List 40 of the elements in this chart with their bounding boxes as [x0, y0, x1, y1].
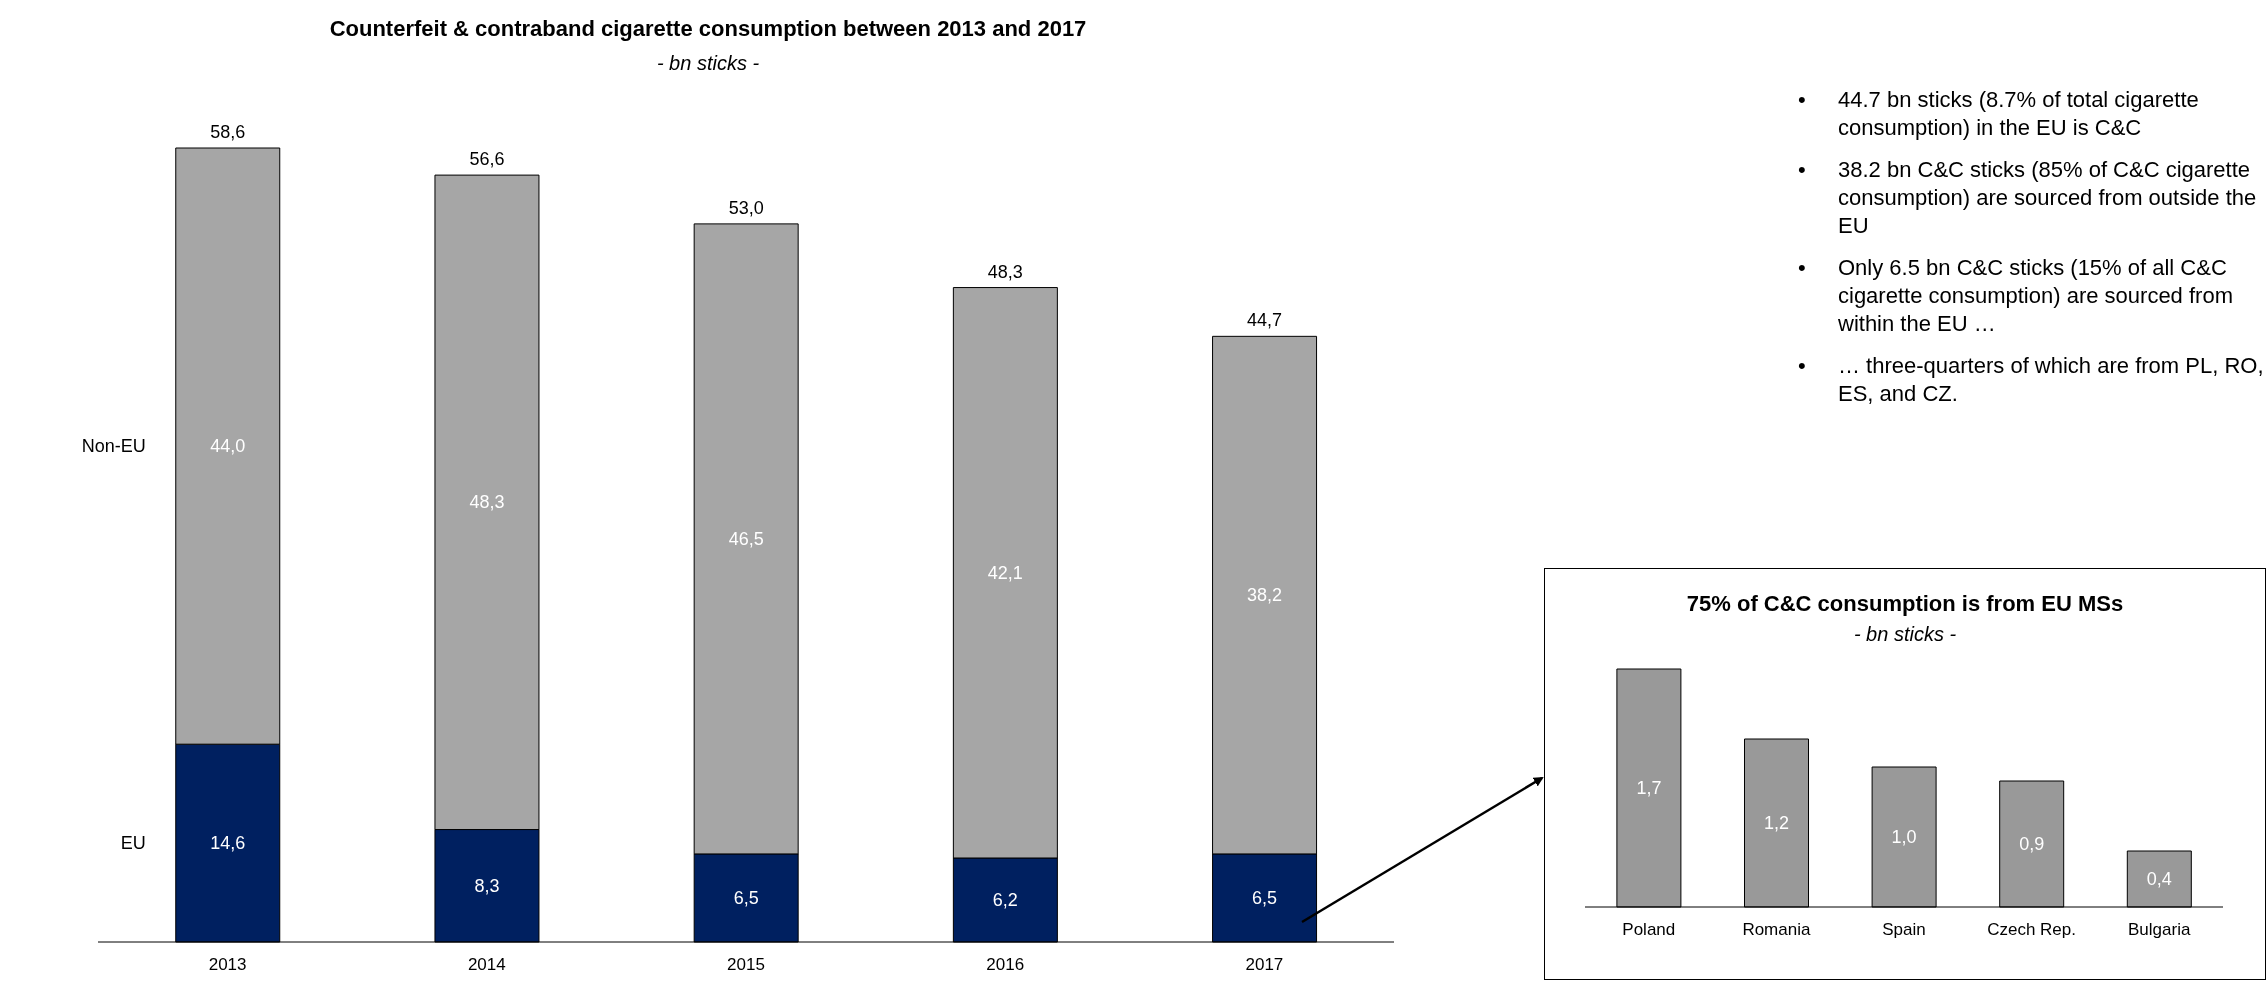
text: • 38.2 bn C&C sticks (85% of C&C cigarette consumption) are sourced from outside the EU	[1798, 157, 2258, 238]
chart-subtitle: - bn sticks -	[656, 52, 760, 74]
text: • Only 6.5 bn C&C sticks (15% of all C&C cigarette consumption) are sourced from within the EU …	[1798, 255, 2234, 336]
total-label: 48,3	[987, 261, 1023, 282]
x-tick-label: 2015	[727, 955, 765, 975]
total-label: 56,6	[469, 149, 505, 170]
chart-title: Counterfeit & contraband cigarette consumption between 2013 and 2017	[329, 16, 1087, 41]
text: • … three-quarters of which are from PL, RO, ES, and CZ.	[1798, 353, 2265, 406]
data-label: 0,9	[2019, 834, 2045, 854]
data-label: 1,0	[1891, 827, 1917, 847]
data-label: 46,5	[728, 528, 764, 549]
data-label: 6,2	[992, 890, 1018, 910]
data-label: 1,2	[1763, 813, 1790, 833]
chart-title: 75% of C&C consumption is from EU MSs	[1686, 591, 2124, 616]
chart-subtitle: - bn sticks -	[1853, 623, 1957, 645]
x-tick-label: 2014	[467, 955, 506, 975]
series-label: EU	[120, 833, 146, 854]
data-label: 1,7	[1636, 778, 1662, 798]
x-tick-label: 2013	[208, 955, 247, 975]
x-tick-label: Bulgaria	[2128, 920, 2191, 940]
data-label: 0,4	[2146, 869, 2172, 889]
data-label: 14,6	[210, 833, 246, 854]
data-label: 44,0	[210, 436, 246, 457]
data-label: 6,5	[733, 887, 759, 908]
data-label: 8,3	[474, 875, 500, 896]
x-tick-label: Romania	[1742, 920, 1811, 940]
data-label: 38,2	[1247, 585, 1283, 606]
x-tick-label: 2017	[1245, 955, 1284, 975]
x-tick-label: Poland	[1622, 920, 1676, 940]
data-label: 42,1	[987, 562, 1023, 583]
x-tick-label: Czech Rep.	[1987, 920, 2077, 940]
series-label: Non-EU	[81, 436, 146, 457]
x-tick-label: Spain	[1882, 920, 1926, 940]
data-label: 6,5	[1252, 887, 1278, 908]
total-label: 44,7	[1247, 310, 1283, 331]
data-label: 48,3	[469, 492, 505, 513]
total-label: 53,0	[728, 197, 764, 218]
total-label: 58,6	[210, 122, 246, 142]
x-tick-label: 2016	[986, 955, 1025, 975]
text: • 44.7 bn sticks (8.7% of total cigarette consumption) in the EU is C&C	[1798, 87, 2200, 140]
